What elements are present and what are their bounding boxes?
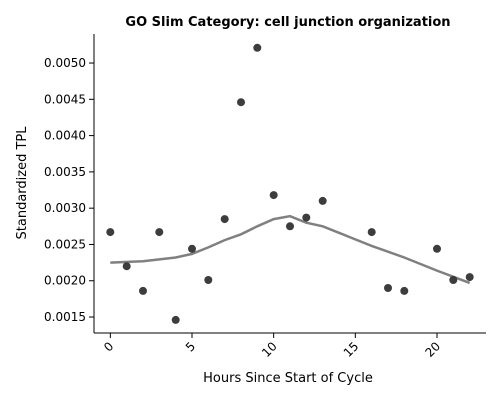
data-point (302, 213, 311, 222)
x-tick-label: 20 (422, 339, 443, 360)
trend-line-layer (110, 214, 471, 285)
x-tick-label: 0 (101, 339, 116, 354)
data-point (139, 286, 147, 295)
data-point (269, 191, 278, 200)
y-tick-label: 0.0025 (44, 237, 86, 251)
y-tick-label: 0.0045 (44, 92, 86, 106)
data-point (318, 196, 327, 205)
data-point (384, 284, 392, 292)
data-point (106, 228, 115, 237)
x-axis-ticks: 0 5 10 15 20 (101, 333, 443, 360)
trend-line (110, 214, 471, 285)
chart-title: GO Slim Category: cell junction organiza… (125, 15, 450, 30)
y-tick-label: 0.0020 (44, 274, 86, 288)
data-point (237, 98, 245, 107)
data-point (204, 276, 213, 284)
data-point (188, 244, 196, 253)
plot-area: 0.0015 0.0020 0.0025 0.0030 0.0035 0.0040 0.00… (44, 34, 486, 360)
data-point (433, 244, 441, 253)
data-points-layer (106, 43, 474, 324)
data-point (367, 228, 376, 237)
data-point (465, 273, 474, 282)
data-point (155, 228, 164, 237)
y-tick-label: 0.0015 (44, 310, 86, 324)
data-point (122, 262, 131, 271)
data-point (253, 43, 262, 52)
data-point (171, 315, 180, 324)
x-tick-label: 5 (183, 339, 198, 354)
y-axis-ticks: 0.0015 0.0020 0.0025 0.0030 0.0035 0.0040 0.00… (44, 56, 94, 324)
y-tick-label: 0.0050 (44, 56, 86, 70)
x-tick-label: 15 (341, 339, 362, 360)
data-point (400, 286, 409, 295)
data-point (449, 276, 458, 284)
data-point (220, 215, 229, 224)
y-tick-label: 0.0035 (44, 165, 86, 179)
y-tick-label: 0.0030 (44, 201, 86, 215)
y-tick-label: 0.0040 (44, 129, 86, 143)
y-axis-label: Standardized TPL (15, 126, 30, 240)
data-point (286, 222, 294, 231)
x-axis-label: Hours Since Start of Cycle (203, 371, 373, 386)
x-tick-label: 10 (259, 339, 280, 360)
